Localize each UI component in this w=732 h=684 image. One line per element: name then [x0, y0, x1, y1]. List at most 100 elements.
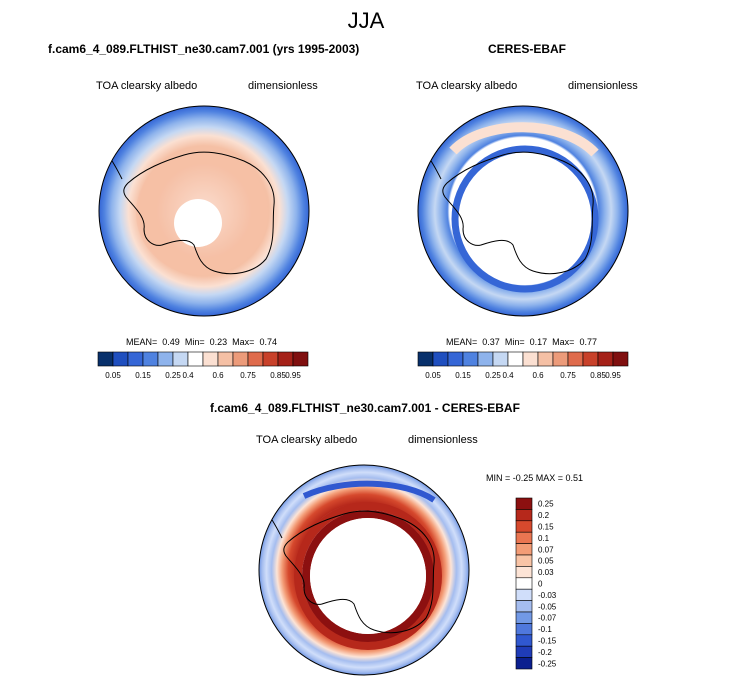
- panel-1-mean: 0.49: [162, 337, 180, 347]
- panel-3-colorbar-box: [515, 600, 533, 613]
- panel-2-pole-nodata: [459, 153, 591, 285]
- panel-2-colorbar-box: [417, 351, 434, 367]
- panel-2-colorbar-box: [447, 351, 464, 367]
- panel-2-colorbar-tick: 0.25: [485, 371, 501, 380]
- panel-2-high-band: [449, 122, 599, 157]
- panel-3-colorbar-box: [515, 623, 533, 636]
- panel-3-colorbar: 0.25 0.2 0.15 0.1 0.07 0.05 0.03 0 -0.03 -0.05 -0.…: [515, 497, 557, 670]
- panel-3-colorbar-box: [515, 509, 533, 522]
- panel-2-colorbar-box: [582, 351, 599, 367]
- panel-1-colorbar-box: [247, 351, 264, 367]
- panel-2-colorbar-box: [597, 351, 614, 367]
- panel-2-colorbar-box: [522, 351, 539, 367]
- panel-1-colorbar-box: [187, 351, 204, 367]
- panel-2-colorbar-box: [492, 351, 509, 367]
- panel-2-colorbar-box: [477, 351, 494, 367]
- panel-3-colorbar-tick: -0.03: [538, 591, 557, 600]
- panel-3-colorbar-tick: 0.25: [538, 500, 554, 509]
- panel-3-colorbar-tick: 0.05: [538, 557, 554, 566]
- panel-1-colorbar-box: [262, 351, 279, 367]
- panel-2-colorbar-tick: 0.05: [425, 371, 441, 380]
- panel-3-colorbar-tick: -0.2: [538, 648, 552, 657]
- panel-1-colorbar-box: [232, 351, 249, 367]
- panel-3-title: f.cam6_4_089.FLTHIST_ne30.cam7.001 - CER…: [210, 401, 520, 415]
- panel-3-colorbar-box: [515, 577, 533, 590]
- panel-2-mean: 0.37: [482, 337, 500, 347]
- panel-1-colorbar-tick: 0.15: [135, 371, 151, 380]
- panel-3-colorbar-tick: 0.1: [538, 534, 550, 543]
- panel-1-colorbar-box: [97, 351, 114, 367]
- panel-3-colorbar-box: [515, 554, 533, 567]
- panel-1-map: [98, 105, 310, 317]
- panel-2-max: 0.77: [579, 337, 597, 347]
- panel-1-colorbar-tick: 0.85: [270, 371, 286, 380]
- panel-2-colorbar-box: [462, 351, 479, 367]
- panel-3-colorbar-tick: 0.03: [538, 568, 554, 577]
- panel-1-coastline: [123, 151, 275, 275]
- panel-3-colorbar-tick: -0.07: [538, 614, 557, 623]
- panel-2-min: 0.17: [529, 337, 548, 347]
- panel-2-colorbar: 0.05 0.15 0.25 0.4 0.6 0.75 0.85 0.95: [417, 351, 629, 380]
- panel-2-colorbar-box: [432, 351, 449, 367]
- panel-3-units-label: dimensionless: [408, 434, 478, 446]
- panel-1-map-border: [98, 105, 310, 317]
- panel-2-colorbar-tick: 0.15: [455, 371, 471, 380]
- panel-3-colorbar-tick: 0.2: [538, 511, 550, 520]
- panel-3-colorbar-box: [515, 531, 533, 544]
- panel-3-colorbar-box: [515, 634, 533, 647]
- panel-1-colorbar-tick: 0.95: [285, 371, 301, 380]
- panel-1-title: f.cam6_4_089.FLTHIST_ne30.cam7.001 (yrs …: [48, 42, 360, 56]
- panel-2-colorbar-tick: 0.95: [605, 371, 621, 380]
- panel-1-colorbar-box: [202, 351, 219, 367]
- panel-2-title: CERES-EBAF: [488, 42, 567, 56]
- panel-3-positive-ring: [294, 502, 442, 650]
- panel-3-map-border: [258, 464, 470, 676]
- panel-1-colorbar-box: [277, 351, 294, 367]
- panel-3-colorbar-tick: -0.1: [538, 625, 552, 634]
- panel-1-colorbar-box: [217, 351, 234, 367]
- panel-1-stats: MEAN= 0.49 Min= 0.23 Max= 0.74: [126, 337, 277, 347]
- panel-2-colorbar-box: [507, 351, 524, 367]
- panel-3-colorbar-tick: -0.15: [538, 637, 557, 646]
- panel-2-ice-edge-ring: [451, 145, 599, 293]
- panel-3-colorbar-box: [515, 520, 533, 533]
- panel-1-units-label: dimensionless: [248, 80, 318, 92]
- panel-1-colorbar-tick: 0.6: [212, 371, 224, 380]
- panel-1-colorbar-tick: 0.4: [182, 371, 194, 380]
- panel-1-colorbar-box: [292, 351, 309, 367]
- panel-2-colorbar-tick: 0.4: [502, 371, 514, 380]
- panel-3-colorbar-box: [515, 497, 533, 510]
- panel-3-min-max: MIN = -0.25 MAX = 0.51: [486, 473, 584, 483]
- panel-3-variable-label: TOA clearsky albedo: [256, 434, 358, 446]
- panel-2-stats: MEAN= 0.37 Min= 0.17 Max= 0.77: [446, 337, 597, 347]
- panel-3-max-ring: [302, 510, 434, 642]
- panel-2-coastline: [442, 151, 594, 275]
- panel-3-colorbar-tick: 0.15: [538, 523, 554, 532]
- panel-1-colorbar-tick: 0.75: [240, 371, 256, 380]
- panel-1-colorbar-box: [142, 351, 159, 367]
- panel-1-pole-nodata: [174, 199, 222, 247]
- panel-1-colorbar-tick: 0.05: [105, 371, 121, 380]
- panel-2-colorbar-box: [612, 351, 629, 367]
- panel-3-map: [258, 464, 470, 676]
- panel-3-negative-band: [302, 480, 436, 503]
- panel-3-coastline: [283, 510, 435, 634]
- panel-1-variable-label: TOA clearsky albedo: [96, 80, 198, 92]
- panel-1-max: 0.74: [259, 337, 277, 347]
- panel-2-colorbar-box: [537, 351, 554, 367]
- panel-1-min: 0.23: [209, 337, 228, 347]
- panel-1-colorbar-box: [112, 351, 129, 367]
- panel-1-colorbar-box: [127, 351, 144, 367]
- panel-3-pole-nodata: [310, 518, 426, 634]
- panel-1-colorbar-tick: 0.25: [165, 371, 181, 380]
- panel-3-colorbar-tick: -0.25: [538, 659, 557, 668]
- season-title: JJA: [347, 8, 385, 33]
- panel-2-colorbar-tick: 0.85: [590, 371, 606, 380]
- panel-3-colorbar-tick: 0: [538, 580, 543, 589]
- panel-2-variable-label: TOA clearsky albedo: [416, 80, 518, 92]
- panel-2-colorbar-box: [552, 351, 569, 367]
- panel-3-colorbar-tick: -0.05: [538, 602, 557, 611]
- panel-2-colorbar-tick: 0.6: [532, 371, 544, 380]
- panel-3-colorbar-box: [515, 588, 533, 601]
- panel-1-colorbar: 0.05 0.15 0.25 0.4 0.6 0.75 0.85 0.95: [97, 351, 309, 380]
